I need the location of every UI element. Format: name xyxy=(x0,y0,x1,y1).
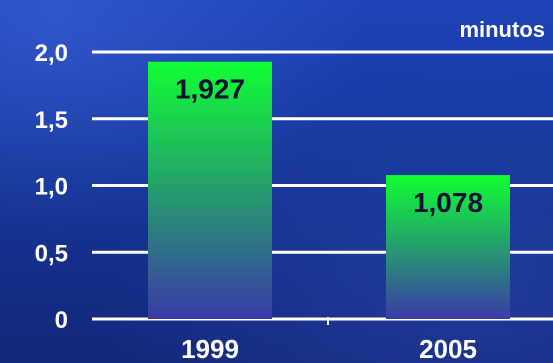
y-tick-label-3: 1,5 xyxy=(35,107,68,134)
data-label-1999: 1,927 xyxy=(175,74,245,105)
y-tick-label-2: 1,0 xyxy=(35,174,68,201)
bar-2005 xyxy=(386,175,510,319)
bar-1999 xyxy=(148,61,272,320)
x-tick-label-2005: 2005 xyxy=(419,334,477,363)
x-tick-label-1999: 1999 xyxy=(181,334,239,363)
y-tick-label-0: 0 xyxy=(55,307,68,334)
y-tick-label-1: 0,5 xyxy=(35,240,68,267)
unit-label: minutos xyxy=(459,17,545,42)
y-tick-label-4: 2,0 xyxy=(35,40,68,67)
data-label-2005: 1,078 xyxy=(413,187,483,218)
